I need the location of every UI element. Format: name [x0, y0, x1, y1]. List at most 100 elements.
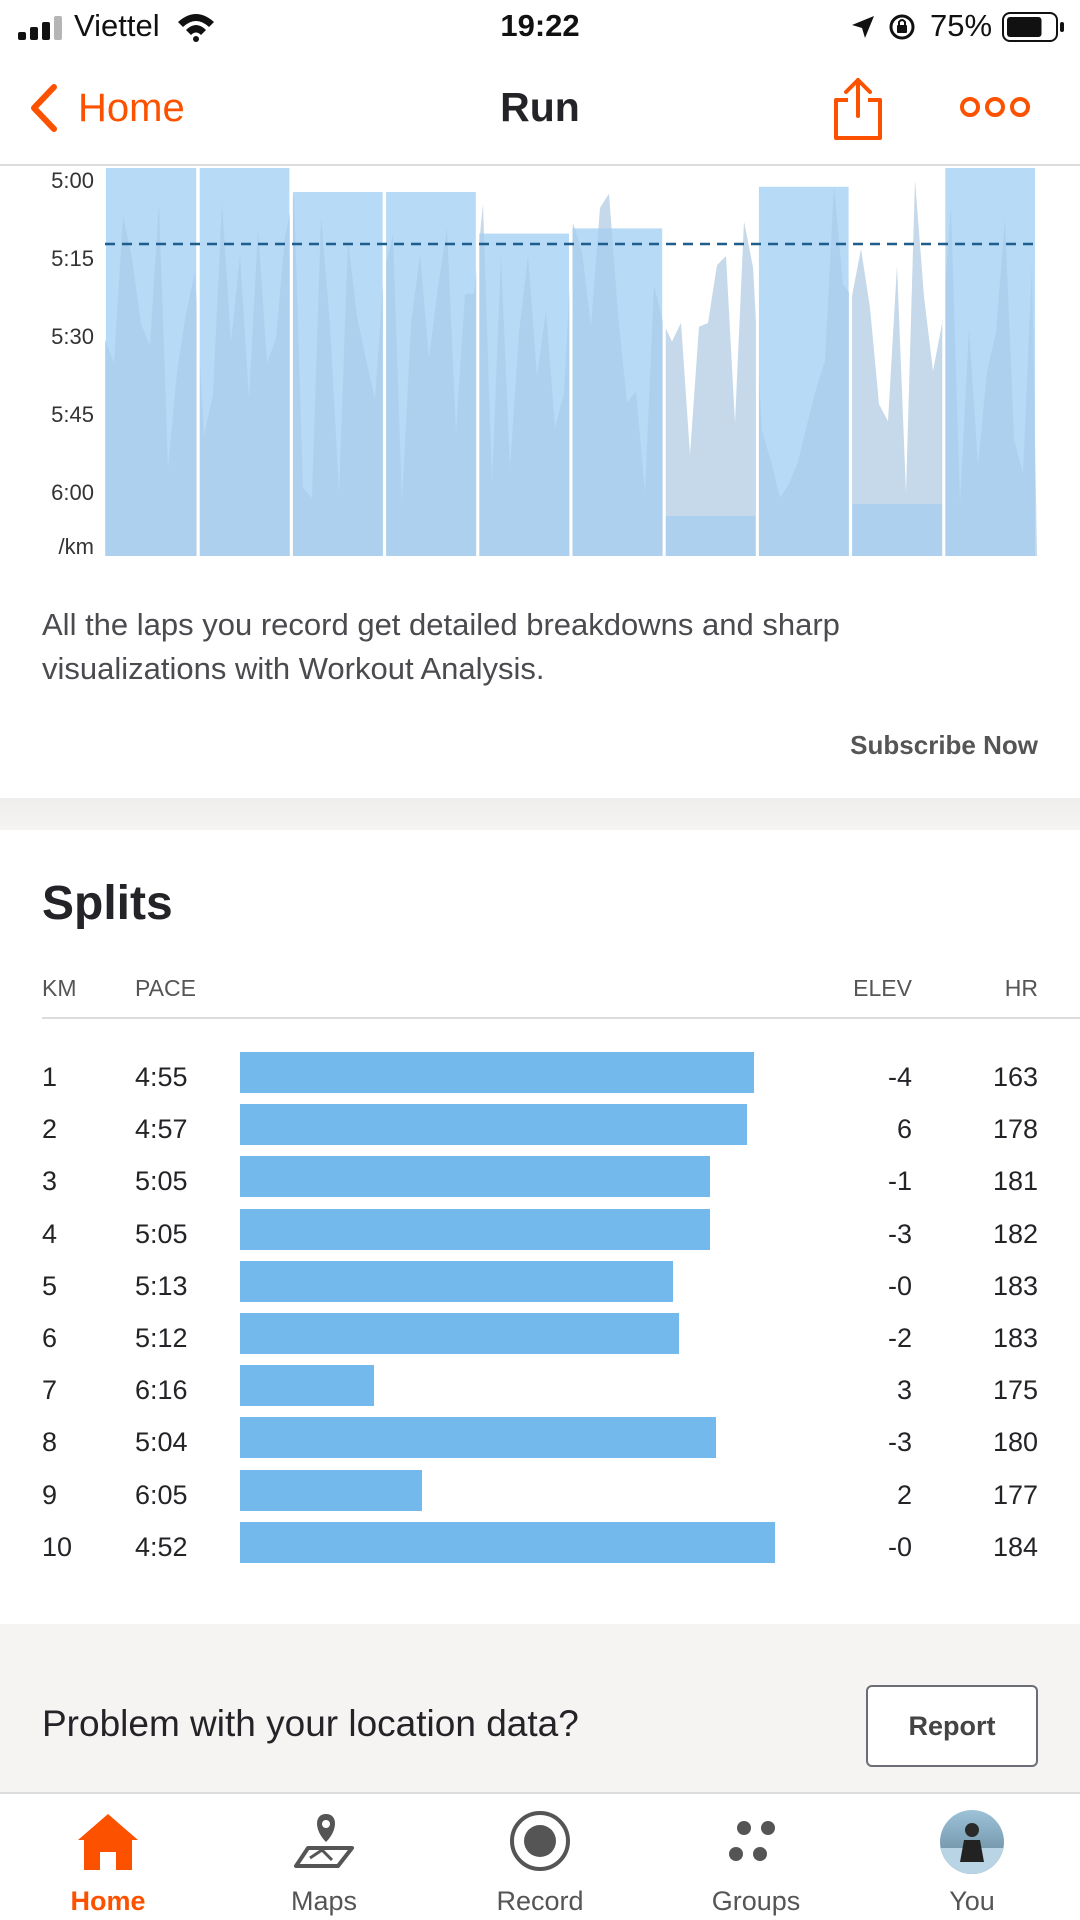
tab-record[interactable]: Record — [432, 1794, 648, 1920]
split-row: 8 5:04 -3 180 — [0, 1417, 1080, 1469]
splits-header: KM PACE ELEV HR — [0, 973, 1080, 1017]
split-pace: 6:05 — [135, 1479, 188, 1510]
split-pace-bar — [240, 1521, 775, 1563]
subscribe-now-link[interactable]: Subscribe Now — [850, 730, 1038, 760]
split-row: 3 5:05 -1 181 — [0, 1156, 1080, 1208]
battery-icon — [1002, 12, 1064, 42]
wifi-icon — [178, 14, 214, 42]
split-elev: -4 — [887, 1062, 912, 1092]
clock: 19:22 — [500, 8, 580, 43]
split-pace-bar — [240, 1104, 748, 1146]
split-pace: 4:55 — [135, 1062, 188, 1092]
split-hr: 178 — [992, 1114, 1038, 1145]
split-pace: 4:52 — [135, 1531, 188, 1562]
split-km: 8 — [42, 1427, 58, 1458]
carrier-name: Viettel — [74, 8, 160, 43]
signal-icon — [18, 16, 62, 40]
location-problem-text: Problem with your location data? — [42, 1703, 579, 1744]
orientation-lock-icon — [889, 14, 915, 40]
tab-you-label: You — [949, 1886, 995, 1916]
lap-chart-plot — [105, 168, 1040, 557]
split-hr: 180 — [992, 1427, 1038, 1458]
split-km: 1 — [42, 1062, 58, 1092]
lap-pace-chart: 5:00 5:15 5:30 5:45 6:00/km — [0, 168, 1080, 568]
split-km: 2 — [42, 1114, 58, 1145]
split-hr: 184 — [992, 1531, 1038, 1562]
splits-divider — [42, 1017, 1080, 1019]
location-arrow-icon — [852, 16, 874, 38]
tab-groups-label: Groups — [711, 1886, 801, 1916]
split-elev: 6 — [896, 1114, 912, 1145]
location-problem-panel: Problem with your location data? Report — [0, 1624, 1080, 1792]
split-elev: 2 — [896, 1479, 912, 1510]
split-row: 1 4:55 -4 163 — [0, 1052, 1080, 1104]
split-pace-bar — [240, 1208, 711, 1250]
split-pace: 4:57 — [135, 1114, 188, 1145]
split-pace: 6:16 — [135, 1375, 188, 1406]
home-icon — [78, 1814, 138, 1870]
split-km: 4 — [42, 1218, 58, 1249]
hr-header: HR — [1004, 975, 1038, 1001]
split-km: 7 — [42, 1375, 58, 1406]
split-elev: -2 — [887, 1323, 912, 1353]
back-button[interactable]: Home — [28, 78, 185, 138]
split-row: 10 4:52 -0 184 — [0, 1521, 1080, 1574]
split-pace-bar — [240, 1156, 711, 1198]
more-icon[interactable] — [960, 92, 1030, 122]
split-pace: 5:12 — [135, 1323, 188, 1353]
split-km: 3 — [42, 1166, 58, 1197]
split-pace: 5:04 — [135, 1427, 188, 1458]
y-tick-label: 6:00 — [51, 480, 94, 505]
split-pace: 5:05 — [135, 1218, 188, 1249]
splits-title: Splits — [42, 877, 173, 930]
split-hr: 181 — [992, 1166, 1038, 1197]
map-pin-icon — [294, 1814, 354, 1868]
split-pace-bar — [240, 1417, 716, 1459]
y-tick-label: 5:15 — [51, 246, 94, 271]
split-pace-bar — [240, 1365, 375, 1407]
groups-icon — [729, 1821, 775, 1861]
split-row: 7 6:16 3 175 — [0, 1365, 1080, 1417]
battery-percentage: 75% — [930, 8, 993, 43]
split-pace-bar — [240, 1052, 754, 1093]
split-elev: -3 — [887, 1218, 912, 1249]
section-divider — [0, 798, 1080, 830]
status-bar: Viettel 19:22 75% — [0, 0, 1080, 54]
y-tick-label: 5:30 — [51, 324, 94, 349]
tab-maps[interactable]: Maps — [216, 1794, 432, 1920]
promo-text: All the laps you record get detailed bre… — [42, 607, 840, 686]
share-icon[interactable] — [830, 76, 886, 142]
split-pace-bar — [240, 1260, 673, 1302]
y-tick-label: /km — [58, 534, 94, 559]
y-tick-label: 5:45 — [51, 402, 94, 427]
split-row: 5 5:13 -0 183 — [0, 1260, 1080, 1313]
split-pace-bar — [240, 1313, 680, 1354]
split-km: 10 — [42, 1531, 73, 1562]
tab-home-label: Home — [70, 1886, 146, 1916]
split-elev: -1 — [887, 1166, 912, 1197]
back-label: Home — [78, 85, 185, 130]
avatar — [940, 1810, 1004, 1874]
split-hr: 183 — [992, 1270, 1038, 1301]
split-hr: 183 — [992, 1323, 1038, 1353]
split-elev: -3 — [887, 1427, 912, 1458]
page-title: Run — [500, 84, 580, 130]
tab-bar: Home Maps Record Groups — [0, 1792, 1080, 1920]
split-elev: -0 — [887, 1531, 912, 1562]
record-icon — [510, 1811, 570, 1871]
tab-groups[interactable]: Groups — [648, 1794, 864, 1920]
tab-home[interactable]: Home — [0, 1794, 216, 1920]
report-button[interactable]: Report — [866, 1685, 1038, 1767]
km-header: KM — [42, 975, 77, 1001]
split-elev: -0 — [887, 1270, 912, 1301]
split-hr: 175 — [992, 1375, 1038, 1406]
tab-record-label: Record — [496, 1886, 584, 1916]
split-pace: 5:05 — [135, 1166, 188, 1197]
pace-header: PACE — [135, 975, 196, 1001]
tab-you[interactable]: You — [864, 1794, 1080, 1920]
split-row: 9 6:05 2 177 — [0, 1469, 1080, 1522]
split-row: 4 5:05 -3 182 — [0, 1208, 1080, 1261]
split-row: 2 4:57 6 178 — [0, 1104, 1080, 1156]
split-hr: 177 — [992, 1479, 1038, 1510]
split-km: 9 — [42, 1479, 58, 1510]
